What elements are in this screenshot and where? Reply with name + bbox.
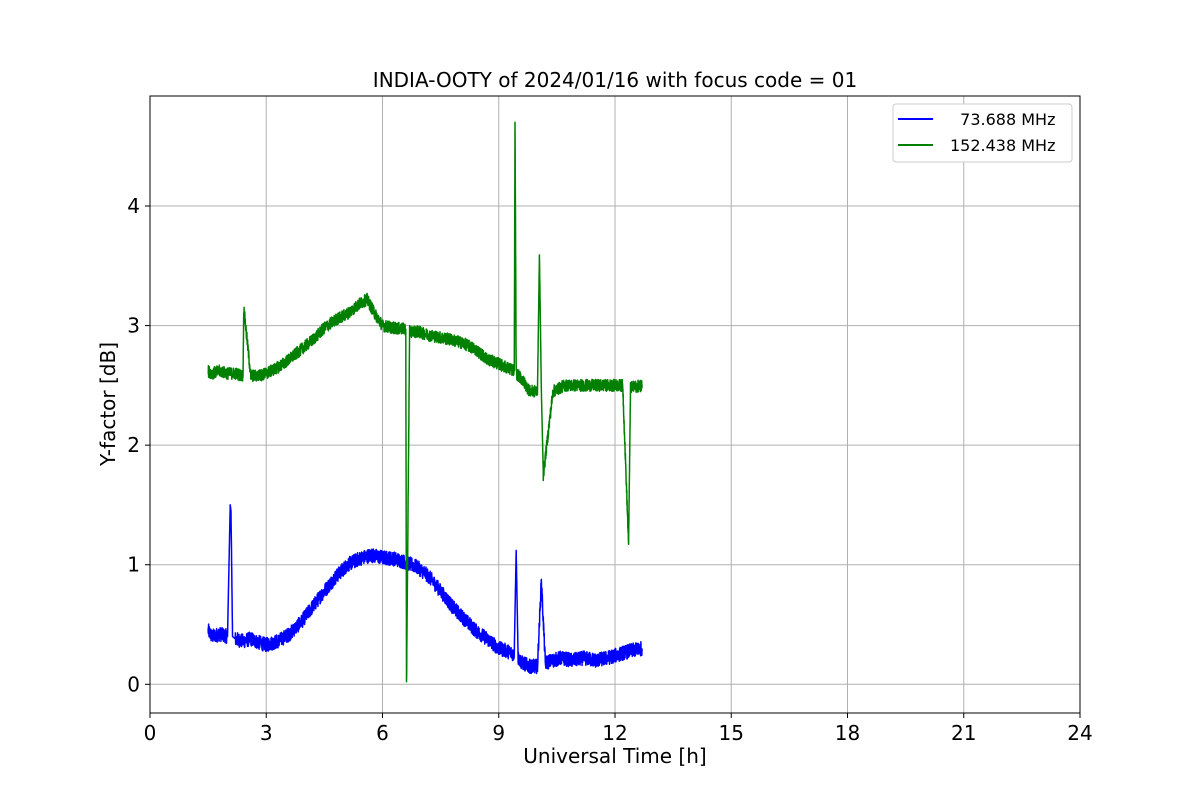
grid [149,96,1081,713]
series-line-0 [207,504,643,675]
legend-box [892,103,1073,163]
x-tick-label: 21 [951,721,976,745]
x-tick-label: 9 [492,721,505,745]
x-tick-label: 6 [376,721,389,745]
x-tick-label: 3 [260,721,273,745]
x-tick-label: 18 [835,721,860,745]
chart-title: INDIA-OOTY of 2024/01/16 with focus code… [373,68,857,92]
x-tick-label: 0 [144,721,157,745]
x-axis-label: Universal Time [h] [523,744,706,768]
y-tick-label: 3 [127,314,140,338]
legend-label-152mhz: 152.438 MHz [950,136,1055,155]
x-tick-label: 12 [602,721,627,745]
legend-label-73mhz: 73.688 MHz [950,110,1055,129]
x-tick-label: 24 [1067,721,1092,745]
y-tick-label: 0 [127,672,140,696]
x-tick-label: 15 [719,721,744,745]
y-tick-label: 1 [127,553,140,577]
y-tick-label: 2 [127,433,140,457]
y-axis-label: Y-factor [dB] [96,342,120,467]
series-line-1 [207,121,643,683]
y-tick-label: 4 [127,194,140,218]
legend: 73.688 MHz 152.438 MHz [892,103,1073,163]
plot-area [207,121,643,683]
